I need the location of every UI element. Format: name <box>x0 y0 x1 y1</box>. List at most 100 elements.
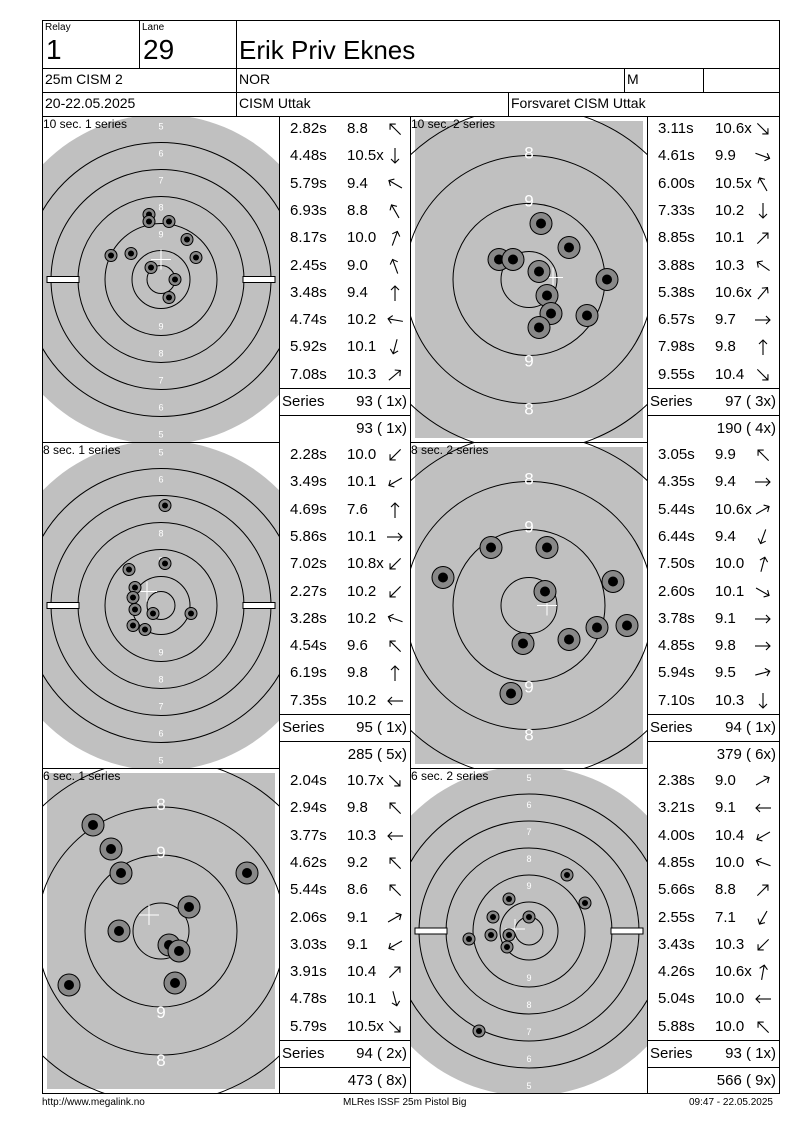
shot-hole <box>557 628 581 651</box>
shot-row: 7.98s 9.8 <box>648 334 779 361</box>
shot-row: 5.92s 10.1 <box>280 334 410 361</box>
shot-score: 9.7 <box>715 311 736 329</box>
direction-arrow-icon <box>756 831 771 842</box>
organizer-cell: Forsvaret CISM Uttak <box>508 92 780 117</box>
direction-arrow-icon <box>756 232 769 245</box>
shot-time: 4.85s <box>658 637 695 655</box>
ring-number: 8 <box>526 854 531 864</box>
shot-hole <box>557 236 581 259</box>
shot-score: 10.8x <box>347 555 384 573</box>
shot-row: 3.28s 10.2 <box>280 606 410 633</box>
series-title: 8 sec. 1 series <box>43 443 121 457</box>
shot-time: 5.44s <box>290 881 327 899</box>
ring-number: 9 <box>158 230 163 240</box>
ring-number: 9 <box>156 843 165 862</box>
target-panel: 10 sec. 2 series 8 9 9 8 <box>410 116 648 443</box>
shot-hole <box>184 607 198 620</box>
direction-arrow-icon <box>389 339 399 355</box>
shot-hole <box>158 557 172 570</box>
shot-score: 10.4 <box>347 963 377 981</box>
scoring-ring <box>43 468 279 743</box>
competition-cell: CISM Uttak <box>236 92 509 117</box>
shot-row: 3.78s 9.1 <box>648 606 779 633</box>
shot-row: 2.60s 10.1 <box>648 579 779 606</box>
shot-row: 3.88s 10.3 <box>648 253 779 280</box>
direction-arrow-icon <box>389 585 402 597</box>
shot-score: 10.3 <box>715 935 745 953</box>
series-total: 93 ( 1x) <box>725 1045 776 1062</box>
shot-row: 3.91s 10.4 <box>280 959 410 986</box>
direction-arrow-icon <box>390 285 400 301</box>
class-cell: 25m CISM 2 <box>42 68 237 93</box>
shot-time: 6.57s <box>658 311 695 329</box>
shot-score: 10.7x <box>347 772 384 789</box>
scoring-ring <box>104 223 218 336</box>
shot-time: 9.55s <box>658 365 695 383</box>
direction-arrow-icon <box>389 123 402 136</box>
series-total-row: Series 94 ( 1x) <box>648 714 779 741</box>
shot-time: 2.27s <box>290 582 327 600</box>
shot-row: 4.62s 9.2 <box>280 850 410 877</box>
shot-hole <box>500 940 514 954</box>
shot-hole <box>595 268 619 291</box>
shot-hole <box>122 563 136 576</box>
shot-hole <box>168 273 182 286</box>
ring-number: 5 <box>158 122 163 132</box>
shot-row: 3.21s 9.1 <box>648 795 779 822</box>
target-face <box>43 443 279 768</box>
shot-time: 2.28s <box>290 446 327 463</box>
name-cell: Erik Priv Eknes <box>236 20 780 69</box>
shot-hole <box>462 932 476 946</box>
shot-list: 2.82s 8.8 4.48s 10.5x 5.79s 9.4 6.93s 8.8 8.17s 1… <box>279 116 411 443</box>
shot-time: 3.21s <box>658 799 695 817</box>
shot-hole <box>189 251 203 264</box>
target-face <box>411 769 647 1093</box>
gender-cell: M <box>624 68 704 93</box>
shot-row: 8.85s 10.1 <box>648 225 779 252</box>
series-total-row: Series 93 ( 1x) <box>648 1040 779 1067</box>
shot-score: 9.1 <box>715 799 736 817</box>
ring-number: 5 <box>158 756 163 766</box>
direction-arrow-icon <box>389 640 402 653</box>
shot-row: 2.82s 8.8 <box>280 116 410 143</box>
target-image: 8 9 9 8 <box>43 769 279 1093</box>
shot-time: 3.78s <box>658 609 695 627</box>
shot-row: 7.08s 10.3 <box>280 362 410 389</box>
target-panel: 10 sec. 1 series 5 6 7 8 9 9 8 7 6 5 <box>42 116 280 443</box>
shot-time: 2.45s <box>290 256 327 274</box>
series-total: 97 ( 3x) <box>725 393 776 410</box>
shot-score: 10.0 <box>715 555 745 573</box>
direction-arrow-icon <box>758 339 768 356</box>
shot-time: 3.03s <box>290 935 327 953</box>
direction-arrow-icon <box>757 449 770 462</box>
shot-hole <box>601 570 625 593</box>
shot-score: 10.2 <box>347 311 377 329</box>
running-total-row: 285 ( 5x) <box>280 741 410 768</box>
shot-hole <box>472 1024 486 1038</box>
direction-arrow-icon <box>387 912 402 922</box>
shot-time: 5.88s <box>658 1017 695 1035</box>
direction-arrow-icon <box>755 614 771 624</box>
ring-number: 7 <box>158 376 163 386</box>
shot-row: 5.44s 8.6 <box>280 877 410 904</box>
shot-score: 10.4 <box>715 365 745 383</box>
series-total-row: Series 93 ( 1x) <box>280 388 410 415</box>
scoring-ring <box>499 901 559 961</box>
direction-arrow-icon <box>755 153 771 162</box>
shot-time: 7.10s <box>658 691 695 709</box>
shot-score: 10.6x <box>715 283 752 301</box>
direction-arrow-icon <box>388 1020 401 1033</box>
shooter-name: Erik Priv Eknes <box>239 35 416 65</box>
direction-arrow-icon <box>387 831 403 840</box>
direction-arrow-icon <box>755 587 770 597</box>
shot-score: 8.8 <box>347 120 368 137</box>
shot-time: 3.48s <box>290 283 327 301</box>
shot-time: 5.79s <box>290 174 327 192</box>
class-text: 25m CISM 2 <box>45 71 123 87</box>
shot-score: 10.2 <box>715 201 745 219</box>
direction-arrow-icon <box>757 938 770 951</box>
shot-time: 7.35s <box>290 691 327 709</box>
